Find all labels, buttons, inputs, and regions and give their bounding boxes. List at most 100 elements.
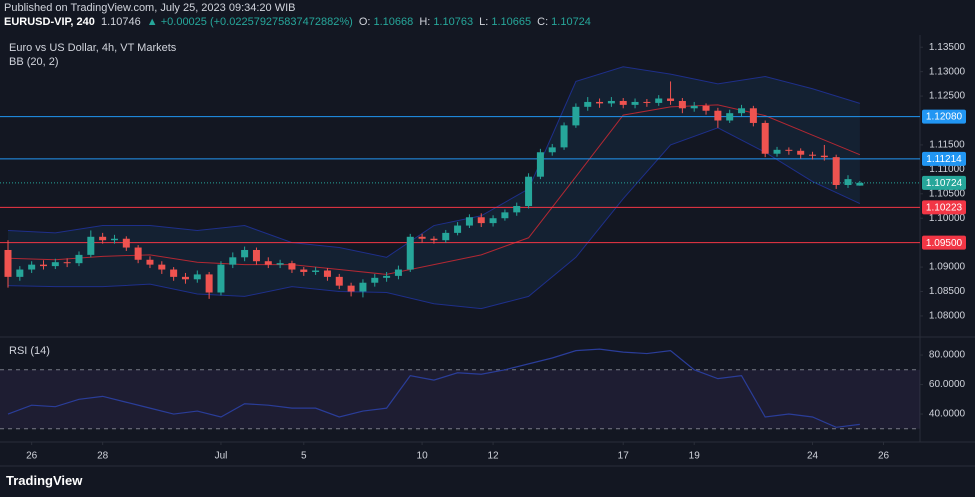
candle-body: [288, 263, 296, 270]
candle-body: [442, 232, 450, 241]
candle-body: [394, 269, 402, 276]
candle-body: [359, 282, 367, 292]
candle-body: [28, 264, 36, 270]
ohlc-value: 1.10724: [551, 16, 591, 28]
y-tick-label: 1.08500: [929, 286, 966, 297]
price-tag-label: 1.10724: [926, 178, 963, 189]
x-tick-label: 28: [97, 451, 109, 462]
candle-body: [406, 236, 414, 270]
brand-logo: TradingView: [6, 473, 83, 488]
symbol: EURUSD-VIP, 240: [4, 16, 95, 28]
x-tick-label: 5: [301, 451, 307, 462]
candle-body: [560, 125, 568, 148]
candle-body: [75, 254, 83, 264]
candle-body: [39, 264, 47, 267]
y-tick-label: 1.12500: [929, 91, 966, 102]
candle-body: [501, 212, 509, 219]
candle-body: [134, 247, 142, 260]
candle-body: [158, 264, 166, 270]
candle-body: [738, 108, 746, 114]
candle-body: [797, 150, 805, 155]
x-tick-label: Jul: [215, 451, 228, 462]
candle-body: [477, 217, 485, 224]
x-tick-label: 17: [618, 451, 630, 462]
y-tick-label: 40.0000: [929, 409, 966, 420]
candle-body: [99, 236, 107, 241]
indicator-label: RSI (14): [9, 345, 50, 357]
chart-title: Euro vs US Dollar, 4h, VT Markets: [9, 42, 177, 54]
x-tick-label: 26: [26, 451, 38, 462]
candle-body: [335, 276, 343, 286]
candle-body: [110, 238, 118, 241]
x-tick-label: 24: [807, 451, 819, 462]
change: ▲ +0.00025 (+0.022579275837472882%): [146, 16, 353, 28]
price-tag: [922, 175, 966, 190]
candle-body: [702, 105, 710, 111]
candle-body: [264, 261, 272, 265]
ohlc-label: L:: [479, 16, 489, 28]
candle-body: [4, 249, 12, 277]
price-tag-label: 1.10223: [926, 202, 963, 213]
x-tick-label: 19: [689, 451, 701, 462]
candle-body: [300, 269, 308, 272]
y-tick-label: 1.11000: [929, 164, 965, 175]
candle-body: [87, 236, 95, 255]
candle-body: [430, 238, 438, 241]
candle-body: [584, 101, 592, 107]
band-line: [7, 104, 861, 275]
candle-body: [749, 108, 757, 123]
y-tick-label: 60.0000: [929, 379, 966, 390]
y-tick-label: 1.08000: [929, 311, 966, 322]
candle-body: [856, 182, 864, 186]
price-tag: [922, 109, 966, 124]
y-tick-label: 1.13500: [929, 42, 966, 53]
candle-body: [761, 122, 769, 154]
candle-body: [773, 149, 781, 154]
x-tick-label: 10: [417, 451, 429, 462]
band-fill: [0, 369, 920, 429]
y-tick-label: 1.11500: [929, 140, 965, 151]
candle-body: [619, 100, 627, 105]
ohlc-label: O:: [358, 16, 371, 28]
symbol-line: EURUSD-VIP, 240 1.10746 ▲ +0.00025 (+0.0…: [4, 16, 594, 28]
candle-body: [323, 270, 331, 277]
x-tick-label: 12: [488, 451, 500, 462]
candle-body: [596, 101, 604, 104]
candle-body: [465, 217, 473, 226]
candle-body: [572, 106, 580, 126]
candle-body: [229, 257, 237, 265]
y-tick-label: 1.09000: [929, 262, 966, 273]
candle-body: [347, 285, 355, 292]
candle-body: [667, 98, 675, 101]
rsi-line: [7, 348, 860, 428]
candle-body: [809, 154, 817, 156]
last-price: 1.10746: [100, 16, 141, 28]
candle-body: [820, 155, 828, 158]
price-tag: [922, 200, 966, 215]
candle-body: [146, 259, 154, 265]
candle-body: [241, 249, 249, 258]
candle-body: [181, 276, 189, 280]
candle-body: [844, 179, 852, 185]
published-line: Published on TradingView.com, July 25, 2…: [4, 2, 296, 14]
band-fill: [8, 66, 860, 309]
price-tag-label: 1.09500: [926, 238, 963, 249]
candle-body: [205, 274, 213, 293]
candle-body: [678, 100, 686, 109]
candle-body: [217, 264, 225, 293]
candle-body: [489, 218, 497, 224]
candle-body: [276, 263, 284, 265]
candle-body: [643, 101, 651, 103]
candle-body: [193, 274, 201, 280]
candle-body: [252, 249, 260, 262]
candle-body: [655, 98, 663, 103]
candle-body: [714, 110, 722, 121]
candle-body: [726, 113, 734, 121]
candle-body: [513, 206, 521, 213]
ohlc-value: 1.10668: [373, 16, 414, 28]
candle-body: [525, 176, 533, 207]
candle-body: [122, 238, 130, 248]
candle-body: [418, 236, 426, 239]
